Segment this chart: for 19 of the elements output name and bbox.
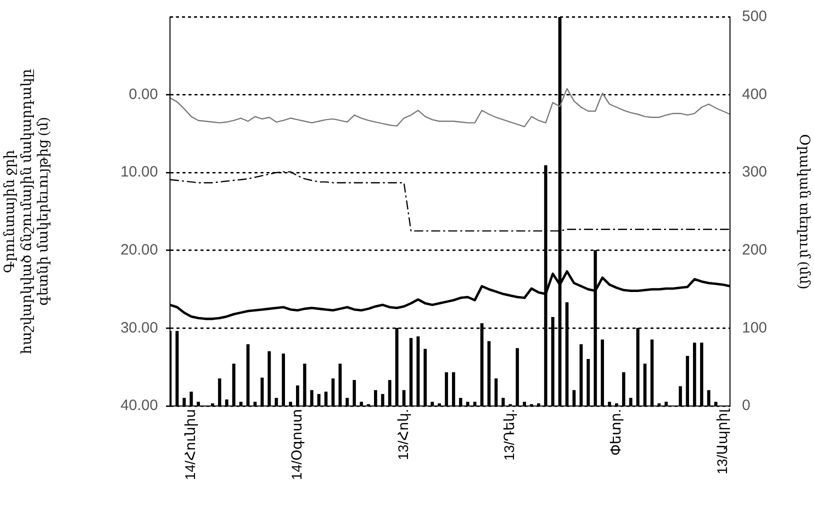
x-tick-label: Փետր. [607,409,624,456]
y-tick-label: 20.00 [120,242,158,259]
y2-tick-label: 300 [742,164,768,181]
y-tick-label: 30.00 [120,319,158,336]
y-tick-label: 0.00 [128,86,158,103]
y-tick-label: 10.00 [120,164,158,181]
y2-axis-title: Օրական տեղում (մմ) [796,134,811,290]
x-tick-label: 13/Հոկ. [394,409,411,460]
y2-tick-label: 200 [742,242,768,259]
x-tick-label: 14/Օգոստ [288,409,304,480]
y2-tick-label: 500 [742,8,768,26]
y-tick-label: 40.00 [120,397,158,414]
x-tick-label: 13/Դեկ. [501,409,518,461]
x-tick-label: 14/Հունիս [182,409,198,480]
y-axis-title: Գրունտային ջրի հաշվարկված ճնշումային մակարդակը գետնի մակերեւույթից (մ) [3,68,52,354]
y2-tick-label: 0 [742,397,750,414]
y2-tick-label: 100 [742,319,768,336]
y2-tick-label: 400 [742,86,768,103]
x-tick-label: 13/Ապրիլ [714,408,730,474]
